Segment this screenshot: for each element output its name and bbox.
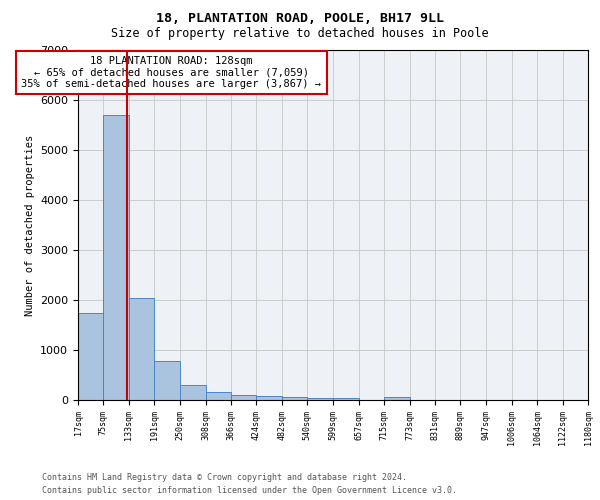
Text: 18, PLANTATION ROAD, POOLE, BH17 9LL: 18, PLANTATION ROAD, POOLE, BH17 9LL (156, 12, 444, 26)
Text: Size of property relative to detached houses in Poole: Size of property relative to detached ho… (111, 28, 489, 40)
Text: Contains public sector information licensed under the Open Government Licence v3: Contains public sector information licen… (42, 486, 457, 495)
Bar (231, 395, 256, 400)
Text: 18 PLANTATION ROAD: 128sqm
← 65% of detached houses are smaller (7,059)
35% of s: 18 PLANTATION ROAD: 128sqm ← 65% of deta… (22, 56, 322, 89)
Bar (206, 392, 231, 400)
Bar (154, 361, 180, 400)
Bar (333, 398, 359, 400)
Bar (180, 384, 206, 400)
Y-axis label: Number of detached properties: Number of detached properties (25, 134, 35, 316)
Bar (256, 396, 282, 400)
Bar (282, 397, 307, 400)
Bar (103, 115, 129, 400)
Bar (384, 396, 410, 400)
Bar (129, 298, 154, 400)
Bar (307, 398, 333, 400)
Bar (78, 312, 103, 400)
Text: Contains HM Land Registry data © Crown copyright and database right 2024.: Contains HM Land Registry data © Crown c… (42, 474, 407, 482)
